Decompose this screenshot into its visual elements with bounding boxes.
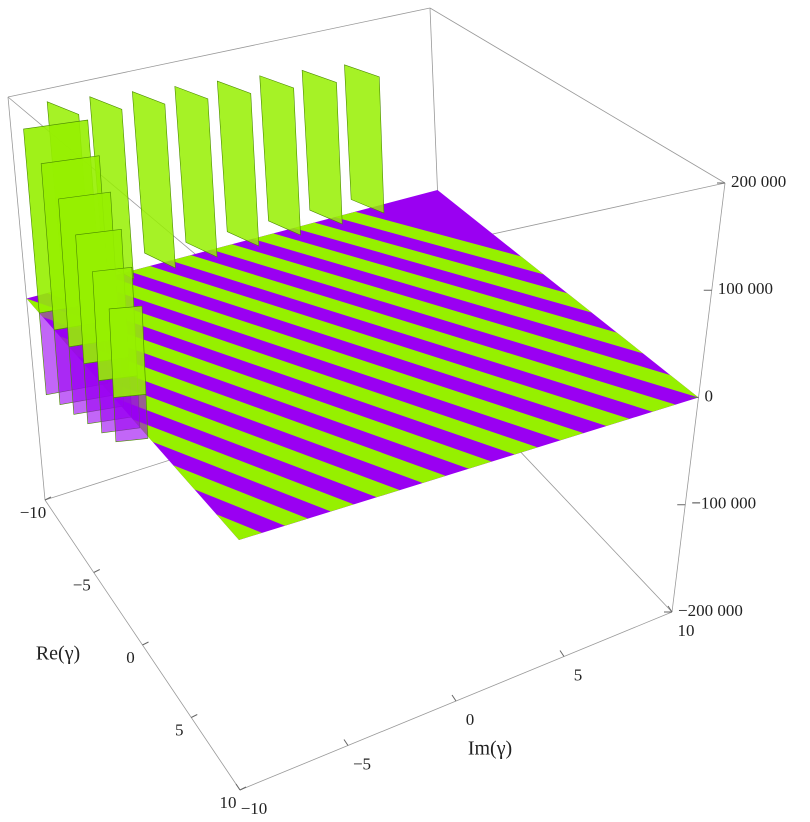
x-tick (559, 650, 565, 657)
box-edge (7, 7, 431, 98)
x-tick-label: 10 (678, 621, 695, 640)
surface-wall (113, 394, 149, 443)
surface-wall (344, 64, 385, 214)
z-tick-label: 0 (705, 386, 714, 405)
surface-layer (7, 7, 726, 791)
y-axis-label: Re(γ) (36, 643, 80, 665)
x-tick-label: 5 (574, 665, 583, 684)
z-tick-label: −200 000 (678, 601, 743, 620)
x-tick (667, 605, 673, 613)
y-tick (44, 496, 52, 501)
y-tick-label: 10 (220, 793, 237, 812)
surface-stripe (170, 255, 676, 412)
y-tick-label: −5 (73, 575, 91, 594)
surface-stripe (26, 396, 79, 540)
surface-stripe (47, 287, 538, 455)
y-tick (93, 569, 100, 573)
y-tick (191, 714, 198, 718)
surface-wall (131, 91, 176, 269)
y-tick-label: 0 (126, 648, 135, 667)
y-tick (142, 641, 149, 646)
surface-wall (301, 69, 343, 225)
x-tick (451, 694, 457, 702)
x-tick-label: −5 (353, 754, 371, 773)
x-tick (235, 783, 241, 791)
surface-wall (259, 75, 301, 236)
x-tick-label: −10 (241, 799, 268, 818)
z-tick-label: 200 000 (731, 172, 786, 191)
surface-wall (216, 80, 260, 247)
y-tick-label: −10 (20, 503, 47, 522)
y-tick (239, 786, 247, 791)
surface-stripe (129, 265, 630, 426)
surface-stripe (211, 244, 699, 398)
surface-wall (174, 85, 218, 258)
surface-stripe (88, 276, 584, 441)
y-tick-label: 5 (175, 720, 184, 739)
box-edge (429, 7, 726, 184)
z-tick-label: 100 000 (718, 279, 773, 298)
surface-wall (108, 305, 147, 398)
x-tick-label: 0 (466, 710, 475, 729)
x-axis-label: Im(γ) (468, 738, 512, 760)
x-tick (343, 739, 349, 746)
z-tick-label: −100 000 (691, 494, 756, 513)
